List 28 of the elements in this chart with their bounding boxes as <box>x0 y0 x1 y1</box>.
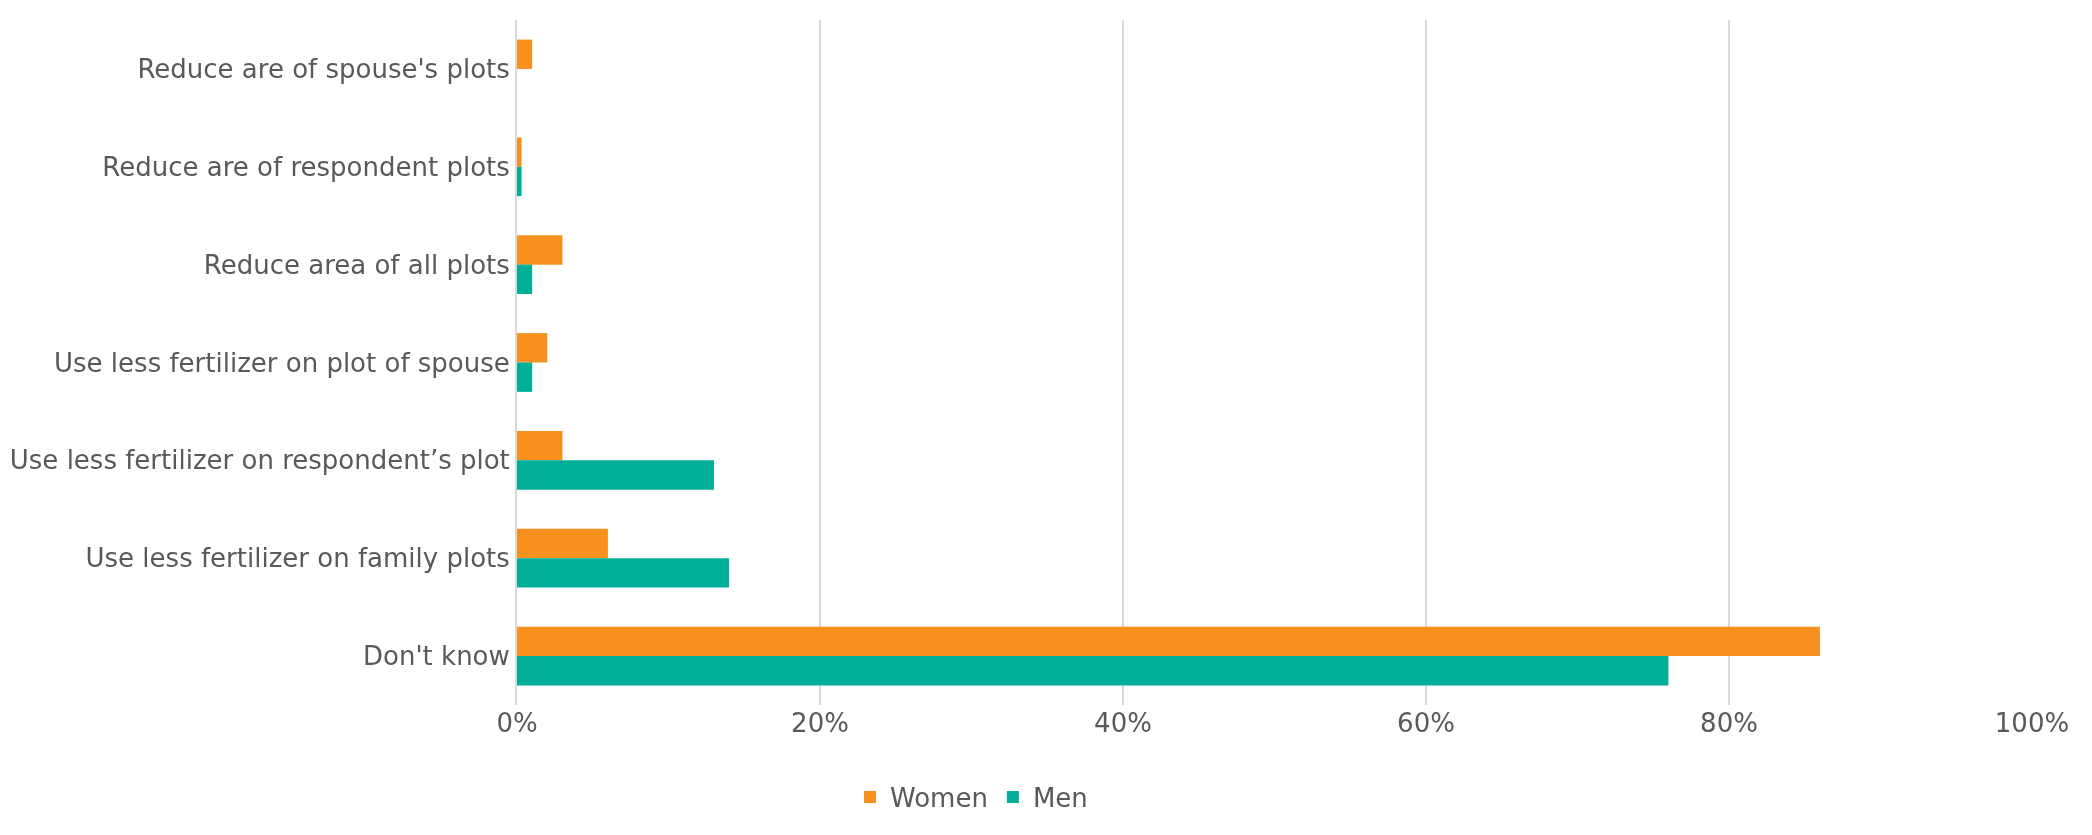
y-tick-label: Reduce are of respondent plots <box>102 151 510 182</box>
bar <box>517 333 548 363</box>
bar <box>517 39 533 69</box>
x-tick-label: 0% <box>496 708 538 738</box>
x-tick-label: 40% <box>1094 708 1152 738</box>
bar <box>517 431 563 461</box>
x-tick-label: 20% <box>791 708 849 738</box>
y-tick-label: Use less fertilizer on plot of spouse <box>54 347 510 378</box>
bar <box>517 528 608 559</box>
bar <box>517 362 533 392</box>
x-tick-label: 100% <box>1994 708 2070 738</box>
bar <box>517 264 533 294</box>
bar <box>517 137 522 167</box>
bar <box>517 656 1669 686</box>
y-tick-label: Don't know <box>363 641 510 672</box>
y-tick-label: Reduce area of all plots <box>203 249 510 280</box>
y-tick-label: Use less fertilizer on respondent’s plot <box>9 445 510 476</box>
bar <box>517 558 730 588</box>
bar <box>517 166 522 197</box>
bar <box>517 235 563 265</box>
x-tick-label: 80% <box>1700 708 1758 738</box>
bar <box>517 460 714 490</box>
y-tick-label: Reduce are of spouse's plots <box>137 54 510 85</box>
x-tick-label: 60% <box>1397 708 1455 738</box>
y-tick-label: Use less fertilizer on family plots <box>85 543 510 574</box>
legend-label: Men <box>1032 783 1088 814</box>
legend-label: Women <box>890 783 988 814</box>
bar <box>517 626 1820 657</box>
